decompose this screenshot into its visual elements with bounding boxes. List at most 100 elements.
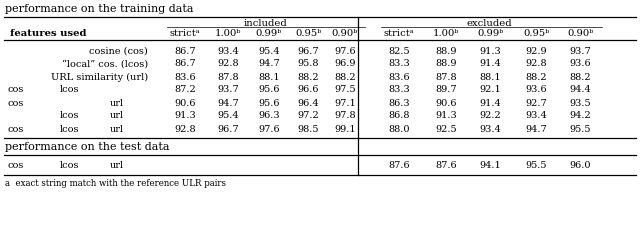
- Text: included: included: [243, 19, 287, 27]
- Text: 94.7: 94.7: [217, 98, 239, 107]
- Text: 88.0: 88.0: [388, 125, 410, 133]
- Text: 95.8: 95.8: [297, 59, 319, 68]
- Text: 1.00ᵇ: 1.00ᵇ: [215, 28, 241, 38]
- Text: 88.9: 88.9: [435, 47, 457, 55]
- Text: 96.9: 96.9: [334, 59, 356, 68]
- Text: 87.2: 87.2: [174, 86, 196, 94]
- Text: 0.95ᵇ: 0.95ᵇ: [523, 28, 549, 38]
- Text: 97.1: 97.1: [334, 98, 356, 107]
- Text: strictᵃ: strictᵃ: [170, 28, 200, 38]
- Text: 83.6: 83.6: [174, 73, 196, 82]
- Text: 92.2: 92.2: [479, 111, 501, 121]
- Text: lcos: lcos: [60, 111, 79, 121]
- Text: 94.7: 94.7: [258, 59, 280, 68]
- Text: 86.7: 86.7: [174, 47, 196, 55]
- Text: features used: features used: [10, 28, 86, 38]
- Text: 94.2: 94.2: [569, 111, 591, 121]
- Text: 86.3: 86.3: [388, 98, 410, 107]
- Text: 92.8: 92.8: [525, 59, 547, 68]
- Text: 90.6: 90.6: [174, 98, 196, 107]
- Text: lcos: lcos: [60, 125, 79, 133]
- Text: 1.00ᵇ: 1.00ᵇ: [433, 28, 459, 38]
- Text: 91.4: 91.4: [479, 98, 501, 107]
- Text: url: url: [110, 111, 124, 121]
- Text: 95.4: 95.4: [217, 111, 239, 121]
- Text: 93.7: 93.7: [217, 86, 239, 94]
- Text: 83.6: 83.6: [388, 73, 410, 82]
- Text: 0.90ᵇ: 0.90ᵇ: [567, 28, 593, 38]
- Text: 88.2: 88.2: [569, 73, 591, 82]
- Text: 96.7: 96.7: [217, 125, 239, 133]
- Text: 82.5: 82.5: [388, 47, 410, 55]
- Text: 90.6: 90.6: [435, 98, 457, 107]
- Text: 95.4: 95.4: [258, 47, 280, 55]
- Text: “local” cos. (lcos): “local” cos. (lcos): [62, 59, 148, 68]
- Text: 0.99ᵇ: 0.99ᵇ: [256, 28, 282, 38]
- Text: 93.7: 93.7: [569, 47, 591, 55]
- Text: 96.0: 96.0: [569, 161, 591, 169]
- Text: 95.6: 95.6: [259, 98, 280, 107]
- Text: 91.3: 91.3: [479, 47, 501, 55]
- Text: performance on the test data: performance on the test data: [5, 142, 170, 152]
- Text: 95.5: 95.5: [525, 161, 547, 169]
- Text: 92.9: 92.9: [525, 47, 547, 55]
- Text: 96.4: 96.4: [297, 98, 319, 107]
- Text: 88.1: 88.1: [258, 73, 280, 82]
- Text: 92.8: 92.8: [217, 59, 239, 68]
- Text: 97.2: 97.2: [297, 111, 319, 121]
- Text: 0.95ᵇ: 0.95ᵇ: [295, 28, 321, 38]
- Text: 94.7: 94.7: [525, 125, 547, 133]
- Text: 89.7: 89.7: [435, 86, 457, 94]
- Text: 88.2: 88.2: [297, 73, 319, 82]
- Text: 97.6: 97.6: [258, 125, 280, 133]
- Text: url: url: [110, 98, 124, 107]
- Text: cos: cos: [8, 86, 24, 94]
- Text: 93.6: 93.6: [569, 59, 591, 68]
- Text: 83.3: 83.3: [388, 86, 410, 94]
- Text: 92.5: 92.5: [435, 125, 457, 133]
- Text: 87.6: 87.6: [388, 161, 410, 169]
- Text: 94.1: 94.1: [479, 161, 501, 169]
- Text: 94.4: 94.4: [569, 86, 591, 94]
- Text: a  exact string match with the reference ULR pairs: a exact string match with the reference …: [5, 180, 226, 188]
- Text: 92.8: 92.8: [174, 125, 196, 133]
- Text: 93.4: 93.4: [217, 47, 239, 55]
- Text: 92.7: 92.7: [525, 98, 547, 107]
- Text: 91.3: 91.3: [174, 111, 196, 121]
- Text: 93.6: 93.6: [525, 86, 547, 94]
- Text: cos: cos: [8, 161, 24, 169]
- Text: 95.5: 95.5: [569, 125, 591, 133]
- Text: 83.3: 83.3: [388, 59, 410, 68]
- Text: 87.6: 87.6: [435, 161, 457, 169]
- Text: 88.2: 88.2: [334, 73, 356, 82]
- Text: lcos: lcos: [60, 161, 79, 169]
- Text: excluded: excluded: [467, 19, 512, 27]
- Text: 0.90ᵇ: 0.90ᵇ: [332, 28, 358, 38]
- Text: 96.3: 96.3: [258, 111, 280, 121]
- Text: 87.8: 87.8: [217, 73, 239, 82]
- Text: 97.6: 97.6: [334, 47, 356, 55]
- Text: 95.6: 95.6: [259, 86, 280, 94]
- Text: 92.1: 92.1: [479, 86, 501, 94]
- Text: cosine (cos): cosine (cos): [89, 47, 148, 55]
- Text: 96.6: 96.6: [297, 86, 319, 94]
- Text: 86.7: 86.7: [174, 59, 196, 68]
- Text: performance on the training data: performance on the training data: [5, 4, 193, 14]
- Text: 96.7: 96.7: [297, 47, 319, 55]
- Text: 88.2: 88.2: [525, 73, 547, 82]
- Text: 91.4: 91.4: [479, 59, 501, 68]
- Text: 98.5: 98.5: [297, 125, 319, 133]
- Text: 97.5: 97.5: [334, 86, 356, 94]
- Text: 99.1: 99.1: [334, 125, 356, 133]
- Text: strictᵃ: strictᵃ: [384, 28, 414, 38]
- Text: 0.99ᵇ: 0.99ᵇ: [477, 28, 503, 38]
- Text: cos: cos: [8, 98, 24, 107]
- Text: 93.5: 93.5: [569, 98, 591, 107]
- Text: lcos: lcos: [60, 86, 79, 94]
- Text: URL similarity (url): URL similarity (url): [51, 72, 148, 82]
- Text: 86.8: 86.8: [388, 111, 410, 121]
- Text: url: url: [110, 161, 124, 169]
- Text: 88.9: 88.9: [435, 59, 457, 68]
- Text: 88.1: 88.1: [479, 73, 501, 82]
- Text: 97.8: 97.8: [334, 111, 356, 121]
